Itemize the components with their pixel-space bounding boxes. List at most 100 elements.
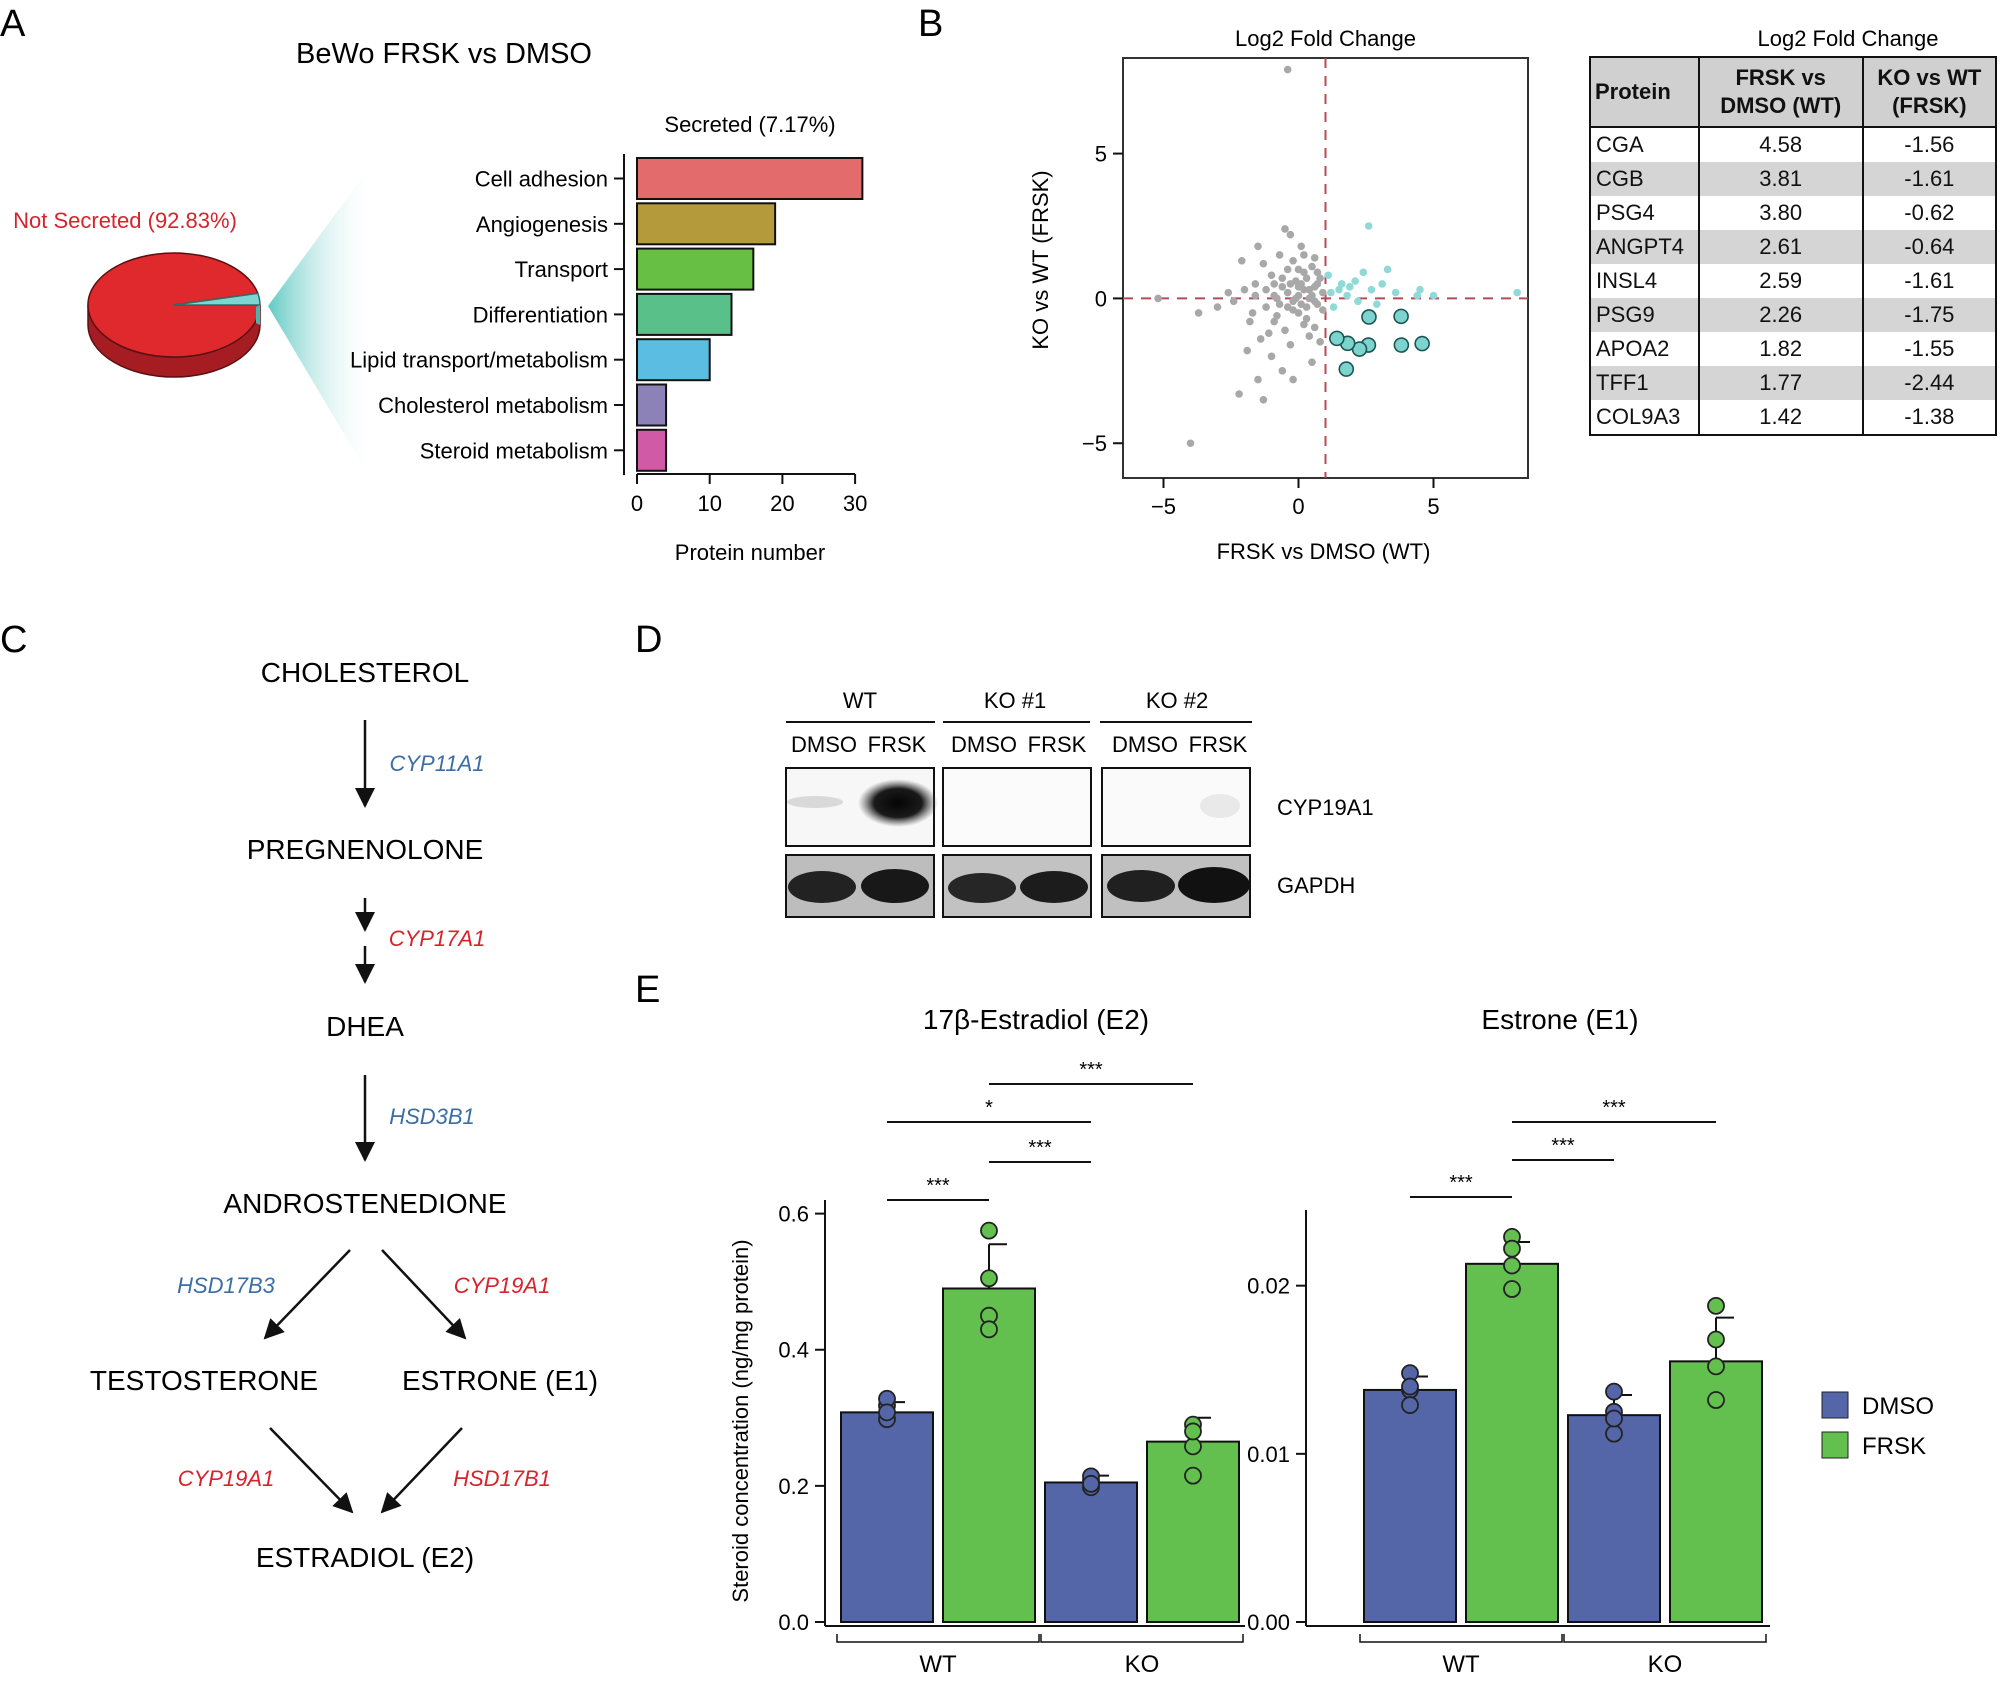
band-cyp19a1-wt-frsk <box>858 779 938 827</box>
table-cell: -1.75 <box>1861 298 1998 332</box>
scatter-point-background <box>1270 317 1278 326</box>
scatter-point-highlight <box>1414 335 1430 352</box>
scatter-point-background <box>1305 332 1314 340</box>
panel-letter-a: A <box>0 3 26 45</box>
panel-letter-d: D <box>635 619 662 661</box>
blot-label-gapdh: GAPDH <box>1277 873 1355 898</box>
band-cyp19a1-ko2-frsk <box>1200 794 1240 818</box>
scatter-y-tick-label: 5 <box>1095 142 1107 167</box>
table-cell: 1.77 <box>1697 366 1864 400</box>
scatter-point-background <box>1310 323 1319 332</box>
enzyme-cyp17a1: CYP17A1 <box>389 926 486 951</box>
blot-label-cyp19a1: CYP19A1 <box>1277 795 1374 820</box>
chart-y-tick-label: 0.6 <box>778 1202 809 1227</box>
table-row: COL9A3 1.42 -1.38 <box>1589 400 1998 436</box>
scatter-point-background <box>1316 274 1324 282</box>
arrow-andro-testosterone <box>263 1249 351 1340</box>
compound-dhea: DHEA <box>326 1011 404 1042</box>
bar <box>636 157 864 200</box>
estrone-chart: Estrone (E1) 0.00 0.01 0.02 WT KO *** *** *** <box>1247 1004 1770 1678</box>
scatter-point-secondary <box>1343 291 1351 300</box>
bar <box>1044 1481 1138 1624</box>
legend: DMSO FRSK <box>1821 1391 1934 1460</box>
table-cell: CGA <box>1589 127 1700 162</box>
compound-estrone: ESTRONE (E1) <box>402 1365 598 1396</box>
scatter-point-background <box>1283 65 1292 74</box>
scatter-point-background <box>1283 288 1292 297</box>
chart-y-tick-label: 0.2 <box>778 1474 809 1499</box>
significance-label: * <box>985 1097 993 1119</box>
blot-group-ko2: KO #2 <box>1146 688 1208 713</box>
scatter-point-background <box>1300 320 1308 329</box>
scatter-point-secondary <box>1364 222 1373 230</box>
scatter-point-background <box>1224 288 1233 297</box>
scatter-x-axis-label: FRSK vs DMSO (WT) <box>1217 539 1431 564</box>
table-cell: 2.61 <box>1697 230 1864 264</box>
significance-label: *** <box>1079 1059 1103 1081</box>
data-point <box>980 1320 998 1339</box>
bar <box>1363 1388 1457 1623</box>
scatter-point-background <box>1278 367 1287 375</box>
data-point <box>878 1403 896 1422</box>
bar <box>942 1287 1036 1624</box>
scatter-point-secondary <box>1391 288 1400 297</box>
scatter-point-background <box>1281 225 1289 233</box>
table-row: PSG9 2.26 -1.75 <box>1589 298 1998 332</box>
scatter-point-secondary <box>1337 280 1346 288</box>
scatter-point-secondary <box>1378 280 1386 288</box>
scatter-point-background <box>1213 303 1222 311</box>
scatter-point-secondary <box>1383 265 1392 274</box>
table-cell: 1.42 <box>1697 400 1864 436</box>
scatter-point-background <box>1316 338 1324 346</box>
compound-pregnenolone: PREGNENOLONE <box>247 834 484 865</box>
arrow-estrone-estradiol <box>380 1427 463 1514</box>
significance-label: *** <box>1028 1137 1052 1159</box>
scatter-point-background <box>1238 256 1246 265</box>
blot-cyp19a1-ko1 <box>942 767 1092 847</box>
table-cell: -2.44 <box>1861 366 1998 400</box>
scatter-point-background <box>1229 297 1238 306</box>
pie-label: Not Secreted (92.83%) <box>13 208 237 233</box>
scatter-point-background <box>1278 274 1287 282</box>
steroid-pathway: CHOLESTEROL PREGNENOLONE DHEA ANDROSTENE… <box>90 657 598 1573</box>
compound-androstenedione: ANDROSTENEDIONE <box>223 1188 506 1219</box>
data-point <box>1503 1280 1521 1298</box>
scatter-plot: Log2 Fold Change −5 0 5 −5 0 5 FRSK vs DMSO (WT… <box>1028 26 1529 564</box>
bar-category-label: Cholesterol metabolism <box>378 393 608 418</box>
scatter-point-background <box>1262 303 1270 311</box>
scatter-y-axis-label: KO vs WT (FRSK) <box>1028 170 1053 349</box>
bar-chart-title: Secreted (7.17%) <box>664 112 835 137</box>
scatter-point-background <box>1294 309 1303 317</box>
scatter-point-background <box>1273 311 1281 320</box>
table-cell: 2.59 <box>1697 264 1864 298</box>
table-cell: 3.80 <box>1697 196 1864 230</box>
bar-category-label: Transport <box>515 257 608 282</box>
legend-label-dmso: DMSO <box>1862 1393 1934 1420</box>
scatter-point-background <box>1286 230 1295 239</box>
blot-group-wt: WT <box>843 688 877 713</box>
chart-y-axis-label: Steroid concentration (ng/mg protein) <box>728 1239 753 1602</box>
scatter-point-background <box>1267 352 1276 361</box>
scatter-point-highlight <box>1393 337 1410 353</box>
scatter-point-background <box>1294 265 1303 274</box>
scatter-point-background <box>1289 375 1297 384</box>
scatter-point-background <box>1294 283 1303 291</box>
table-cell: -1.61 <box>1861 264 1998 298</box>
scatter-point-secondary <box>1351 277 1359 285</box>
group-label: WT <box>1442 1651 1480 1678</box>
table-cell: PSG4 <box>1589 196 1700 230</box>
group-bracket <box>836 1634 1040 1643</box>
group-label: KO <box>1125 1651 1160 1678</box>
scatter-point-background <box>1289 256 1297 265</box>
legend-swatch-dmso <box>1821 1391 1849 1419</box>
bar-category-label: Steroid metabolism <box>420 438 608 463</box>
band-cyp19a1-wt-dmso <box>787 796 843 808</box>
data-point <box>1401 1377 1419 1396</box>
scatter-point-background <box>1154 294 1162 303</box>
scatter-point-background <box>1275 300 1284 309</box>
band-gapdh-6 <box>1178 867 1250 903</box>
table-row: INSL4 2.59 -1.61 <box>1589 264 1998 298</box>
scatter-point-secondary <box>1429 291 1438 300</box>
table-cell: -1.38 <box>1861 400 1998 436</box>
chart-title: Estrone (E1) <box>1481 1004 1638 1035</box>
